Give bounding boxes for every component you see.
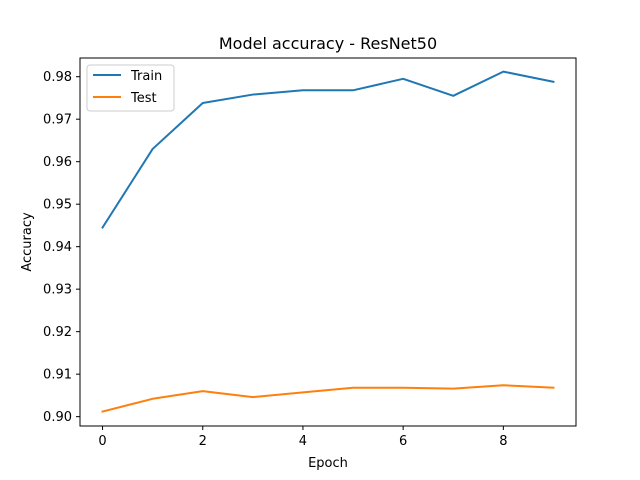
y-tick-label-0.94: 0.94 <box>43 240 72 255</box>
x-axis-label: Epoch <box>308 456 348 471</box>
legend: Train Test <box>86 64 175 112</box>
y-tick-label-0.98: 0.98 <box>43 70 72 85</box>
y-tick-label-0.93: 0.93 <box>43 283 72 298</box>
legend-box <box>86 64 175 112</box>
x-tick-label-6: 6 <box>399 434 407 449</box>
y-tick-label-0.90: 0.90 <box>43 410 72 425</box>
series-layer <box>101 70 555 413</box>
y-tick-label-0.96: 0.96 <box>43 155 72 170</box>
x-tick-label-2: 2 <box>199 434 207 449</box>
x-tick-label-0: 0 <box>98 434 106 449</box>
legend-label-test: Test <box>130 91 157 106</box>
chart-title: Model accuracy - ResNet50 <box>219 34 437 53</box>
y-tick-label-0.97: 0.97 <box>43 113 72 128</box>
legend-label-train: Train <box>130 69 162 84</box>
y-tick-label-0.92: 0.92 <box>43 325 72 340</box>
ticks-layer: 0 2 4 6 8 0.90 0.91 0.92 0.93 0.94 0.95 0.96 0.97 0.9… <box>43 70 507 449</box>
y-axis-label: Accuracy <box>20 212 35 272</box>
x-tick-label-8: 8 <box>499 434 507 449</box>
series-line-test <box>101 384 555 413</box>
x-tick-label-4: 4 <box>299 434 307 449</box>
y-tick-label-0.91: 0.91 <box>43 368 72 383</box>
series-line-train <box>101 70 555 229</box>
plot-frame <box>79 57 577 427</box>
y-tick-label-0.95: 0.95 <box>43 198 72 213</box>
